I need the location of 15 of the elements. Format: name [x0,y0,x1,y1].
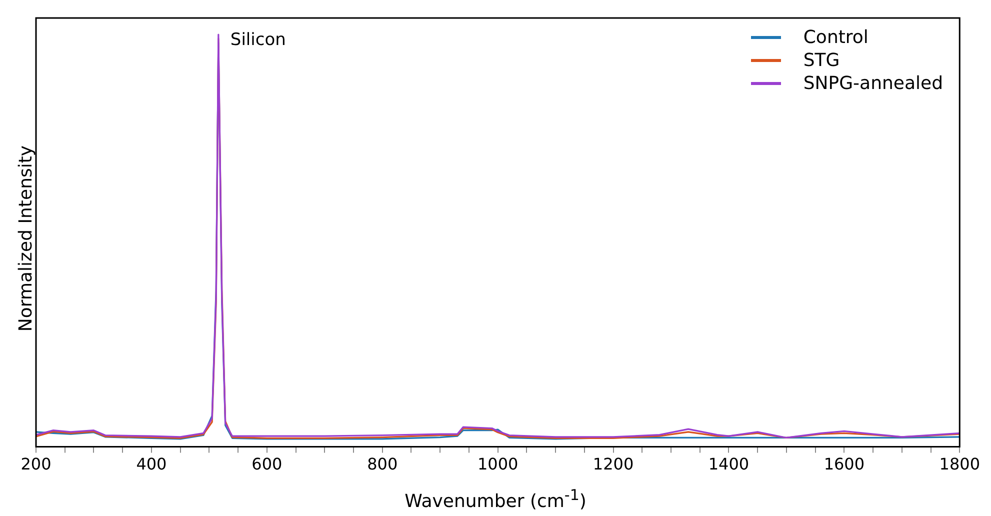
legend-label: Control [803,26,868,49]
y-axis-title: Normalized Intensity [16,144,36,334]
x-tick-label: 400 [136,454,167,474]
x-tick-label: 1800 [939,454,980,474]
x-axis-title: Wavenumber (cm$^{-1}$) [404,486,588,512]
x-tick-label: 800 [367,454,398,474]
legend-label: STG [803,49,840,72]
x-tick-label: 1400 [708,454,750,474]
x-tick-label: 1600 [824,454,865,474]
x-tick-label: 1000 [477,454,518,474]
legend-label: SNPG-annealed [803,72,943,95]
x-tick-label: 200 [20,454,52,474]
x-tick-label: 600 [252,454,282,474]
annotation: Silicon [230,30,286,50]
x-tick-label: 1200 [592,454,634,474]
